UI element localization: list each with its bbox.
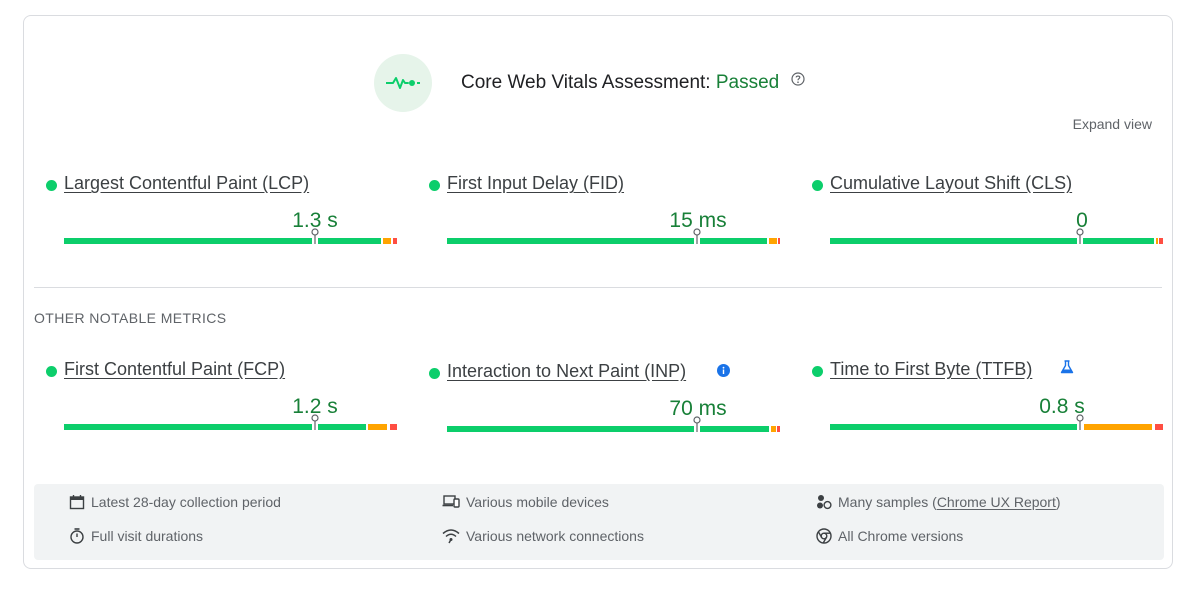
percentile-marker-icon: [311, 414, 319, 430]
poor-segment: [777, 426, 780, 432]
collection-period-text: Latest 28-day collection period: [91, 494, 281, 510]
chrome-versions-item: All Chrome versions: [816, 528, 963, 544]
metric-value: 0: [1076, 209, 1088, 232]
chrome-logo-icon: [816, 528, 832, 544]
network-text: Various network connections: [466, 528, 644, 544]
devices-text: Various mobile devices: [466, 494, 609, 510]
other-metrics-heading: OTHER NOTABLE METRICS: [34, 310, 227, 326]
good-status-dot: [46, 366, 57, 377]
network-item: Various network connections: [442, 528, 644, 544]
distribution-bar: [64, 228, 397, 244]
core-web-vitals-card: Core Web Vitals Assessment: Passed Expan…: [23, 15, 1173, 569]
good-status-dot: [429, 180, 440, 191]
metric-fid: First Input Delay (FID) 15 ms: [429, 173, 780, 263]
metric-cls: Cumulative Layout Shift (CLS) 0: [812, 173, 1163, 263]
percentile-marker-icon: [693, 416, 701, 432]
assessment-status: Passed: [715, 72, 780, 94]
network-signal-icon: [442, 529, 460, 544]
collection-period-item: Latest 28-day collection period: [69, 494, 281, 510]
needs-improvement-segment: [1084, 424, 1152, 430]
assessment-title-prefix: Core Web Vitals Assessment:: [461, 72, 711, 94]
distribution-bar: [447, 228, 780, 244]
data-source-footer: Latest 28-day collection period Various …: [34, 484, 1164, 560]
metric-fcp: First Contentful Paint (FCP) 1.2 s: [46, 359, 397, 449]
metric-value: 1.3 s: [292, 209, 338, 232]
percentile-marker-icon: [1076, 228, 1084, 244]
stopwatch-icon: [70, 528, 84, 544]
good-segment: [830, 238, 1154, 244]
devices-item: Various mobile devices: [442, 494, 609, 510]
poor-segment: [778, 238, 780, 244]
poor-segment: [1155, 424, 1163, 430]
info-icon[interactable]: [717, 364, 730, 377]
needs-improvement-segment: [383, 238, 391, 244]
metric-name-link[interactable]: Time to First Byte (TTFB): [830, 359, 1033, 379]
distribution-bar: [830, 228, 1163, 244]
poor-segment: [393, 238, 397, 244]
metric-name-link[interactable]: First Contentful Paint (FCP): [64, 359, 286, 379]
distribution-bar: [64, 414, 397, 430]
samples-suffix: ): [1055, 494, 1061, 510]
chrome-ux-report-link[interactable]: Chrome UX Report: [936, 494, 1056, 510]
expand-view-button[interactable]: Expand view: [1072, 116, 1152, 132]
metric-lcp: Largest Contentful Paint (LCP) 1.3 s: [46, 173, 397, 263]
visit-durations-text: Full visit durations: [91, 528, 204, 544]
poor-segment: [390, 424, 397, 430]
help-circle-icon[interactable]: [790, 70, 805, 92]
needs-improvement-segment: [368, 424, 387, 430]
good-status-dot: [429, 368, 440, 379]
samples-item: Many samples (Chrome UX Report): [816, 494, 1061, 510]
good-segment: [830, 424, 1081, 430]
metric-ttfb: Time to First Byte (TTFB) 0.8 s: [812, 359, 1163, 449]
good-segment: [64, 424, 366, 430]
metric-inp: Interaction to Next Paint (INP) 70 ms: [429, 361, 780, 451]
samples-prefix: Many samples (: [838, 494, 937, 510]
metric-name-link[interactable]: First Input Delay (FID): [447, 173, 625, 193]
samples-bubbles-icon: [817, 495, 832, 510]
percentile-marker-icon: [693, 228, 701, 244]
distribution-bar: [830, 414, 1163, 430]
poor-segment: [1159, 238, 1163, 244]
metric-name-link[interactable]: Largest Contentful Paint (LCP): [64, 173, 310, 193]
good-status-dot: [46, 180, 57, 191]
good-segment: [64, 238, 381, 244]
needs-improvement-segment: [769, 238, 777, 244]
percentile-marker-icon: [311, 228, 319, 244]
visit-durations-item: Full visit durations: [69, 528, 203, 544]
needs-improvement-segment: [771, 426, 776, 432]
needs-improvement-segment: [1156, 238, 1158, 244]
metric-name-link[interactable]: Interaction to Next Paint (INP): [447, 361, 687, 381]
experimental-flask-icon[interactable]: [1060, 360, 1074, 374]
metric-value: 15 ms: [669, 209, 727, 232]
vitals-pulse-icon: [374, 54, 432, 112]
metric-value: 0.8 s: [1039, 395, 1085, 418]
calendar-icon: [69, 495, 85, 510]
good-segment: [447, 238, 767, 244]
percentile-marker-icon: [1076, 414, 1084, 430]
section-divider: [34, 287, 1162, 288]
distribution-bar: [447, 416, 780, 432]
metric-name-link[interactable]: Cumulative Layout Shift (CLS): [830, 173, 1073, 193]
good-status-dot: [812, 366, 823, 377]
metric-value: 1.2 s: [292, 395, 338, 418]
good-segment: [447, 426, 769, 432]
devices-icon: [442, 495, 460, 508]
assessment-title: Core Web Vitals Assessment: Passed: [461, 72, 805, 94]
good-status-dot: [812, 180, 823, 191]
chrome-versions-text: All Chrome versions: [838, 528, 964, 544]
metric-value: 70 ms: [669, 397, 727, 420]
